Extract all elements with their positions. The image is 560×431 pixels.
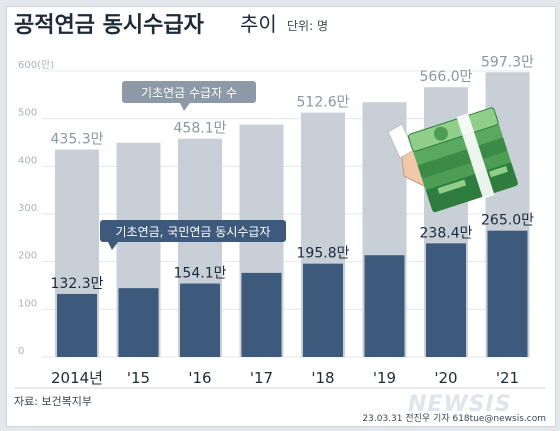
callout-basic: 기초연금 수급자 수 bbox=[122, 81, 256, 111]
value-labels: 435.3만 132.3만 458.1만 154.1만 512.6만 195.8만 566.… bbox=[51, 54, 535, 292]
y-tick-label: 400 bbox=[18, 155, 37, 166]
basic-value-label: 566.0만 bbox=[420, 69, 473, 85]
dual-pension-bars bbox=[57, 230, 528, 357]
dual-value-label: 154.1만 bbox=[174, 266, 227, 282]
unit-label: 단위: 명 bbox=[287, 19, 328, 33]
x-tick-label: '18 bbox=[311, 369, 334, 387]
bar-dual-pension bbox=[57, 293, 97, 357]
bar-dual-pension bbox=[426, 243, 466, 357]
y-tick-label: 500 bbox=[18, 108, 37, 119]
bar-dual-pension bbox=[303, 263, 343, 357]
title-suffix: 추이 bbox=[240, 12, 277, 36]
y-tick-label: 300 bbox=[18, 203, 37, 214]
x-tick-label: '21 bbox=[496, 369, 519, 387]
newsis-watermark: NEWSIS bbox=[408, 392, 512, 417]
x-tick-label: '16 bbox=[188, 369, 211, 387]
bar-dual-pension bbox=[241, 272, 282, 357]
basic-value-label: 597.3만 bbox=[481, 54, 534, 70]
credit-text: 23.03.31 전진우 기자 618tue@newsis.com bbox=[362, 413, 546, 424]
y-tick-label: 0 bbox=[18, 346, 24, 357]
basic-value-label: 512.6만 bbox=[297, 95, 350, 111]
y-tick-label: 600(만) bbox=[18, 59, 54, 71]
money-stack-icon bbox=[387, 107, 518, 213]
callout-both: 기초연금, 국민연금 동시수급자 bbox=[100, 220, 286, 250]
x-tick-label: 2014년 bbox=[51, 369, 103, 387]
y-tick-label: 200 bbox=[18, 251, 37, 262]
bar-dual-pension bbox=[364, 255, 405, 357]
source-text: 자료: 보건복지부 bbox=[14, 395, 92, 408]
x-tick-label: '15 bbox=[127, 369, 150, 387]
callout-basic-label: 기초연금 수급자 수 bbox=[141, 86, 237, 100]
y-axis-ticks: 600(만) 500 400 300 200 100 0 bbox=[18, 59, 54, 357]
x-axis-ticks: 2014년 '15 '16 '17 '18 '19 '20 '21 bbox=[51, 369, 519, 387]
page-title: 공적연금 동시수급자 bbox=[14, 13, 205, 38]
dual-value-label: 195.8만 bbox=[297, 246, 350, 262]
x-tick-label: '19 bbox=[373, 369, 396, 387]
basic-value-label: 435.3만 bbox=[51, 132, 104, 148]
bar-dual-pension bbox=[487, 230, 528, 357]
dual-value-label: 238.4만 bbox=[420, 225, 473, 241]
bar-dual-pension bbox=[118, 288, 159, 357]
y-tick-label: 100 bbox=[18, 298, 37, 309]
bar-dual-pension bbox=[180, 283, 220, 357]
basic-value-label: 458.1만 bbox=[174, 121, 227, 137]
x-tick-label: '20 bbox=[434, 369, 457, 387]
x-tick-label: '17 bbox=[250, 369, 273, 387]
dual-value-label: 265.0만 bbox=[481, 213, 534, 229]
callout-both-label: 기초연금, 국민연금 동시수급자 bbox=[116, 225, 271, 239]
dual-value-label: 132.3만 bbox=[51, 276, 104, 292]
